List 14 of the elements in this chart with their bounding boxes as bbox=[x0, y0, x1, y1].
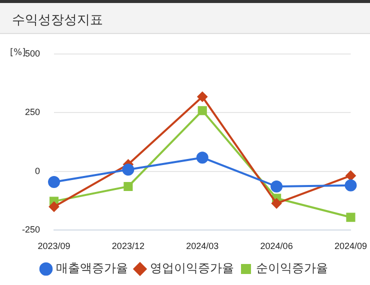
y-tick-label: 250 bbox=[24, 107, 40, 118]
legend-label: 매출액증가율 bbox=[56, 261, 128, 276]
x-tick-label: 2023/12 bbox=[112, 241, 144, 252]
y-tick-label: -250 bbox=[22, 224, 40, 235]
chart-title: 수익성장성지표 bbox=[0, 0, 370, 34]
x-tick-label: 2024/06 bbox=[260, 241, 293, 252]
legend-label: 영업이익증가율 bbox=[150, 261, 234, 276]
legend-label: 순이익증가율 bbox=[256, 261, 328, 276]
x-tick-label: 2024/09 bbox=[334, 241, 368, 252]
x-tick-label: 2023/09 bbox=[38, 241, 70, 252]
x-tick-label: 2024/03 bbox=[186, 241, 219, 252]
y-axis-title: [%] bbox=[10, 48, 26, 58]
y-tick-label: 0 bbox=[35, 166, 40, 176]
y-tick-label: 500 bbox=[24, 48, 40, 58]
